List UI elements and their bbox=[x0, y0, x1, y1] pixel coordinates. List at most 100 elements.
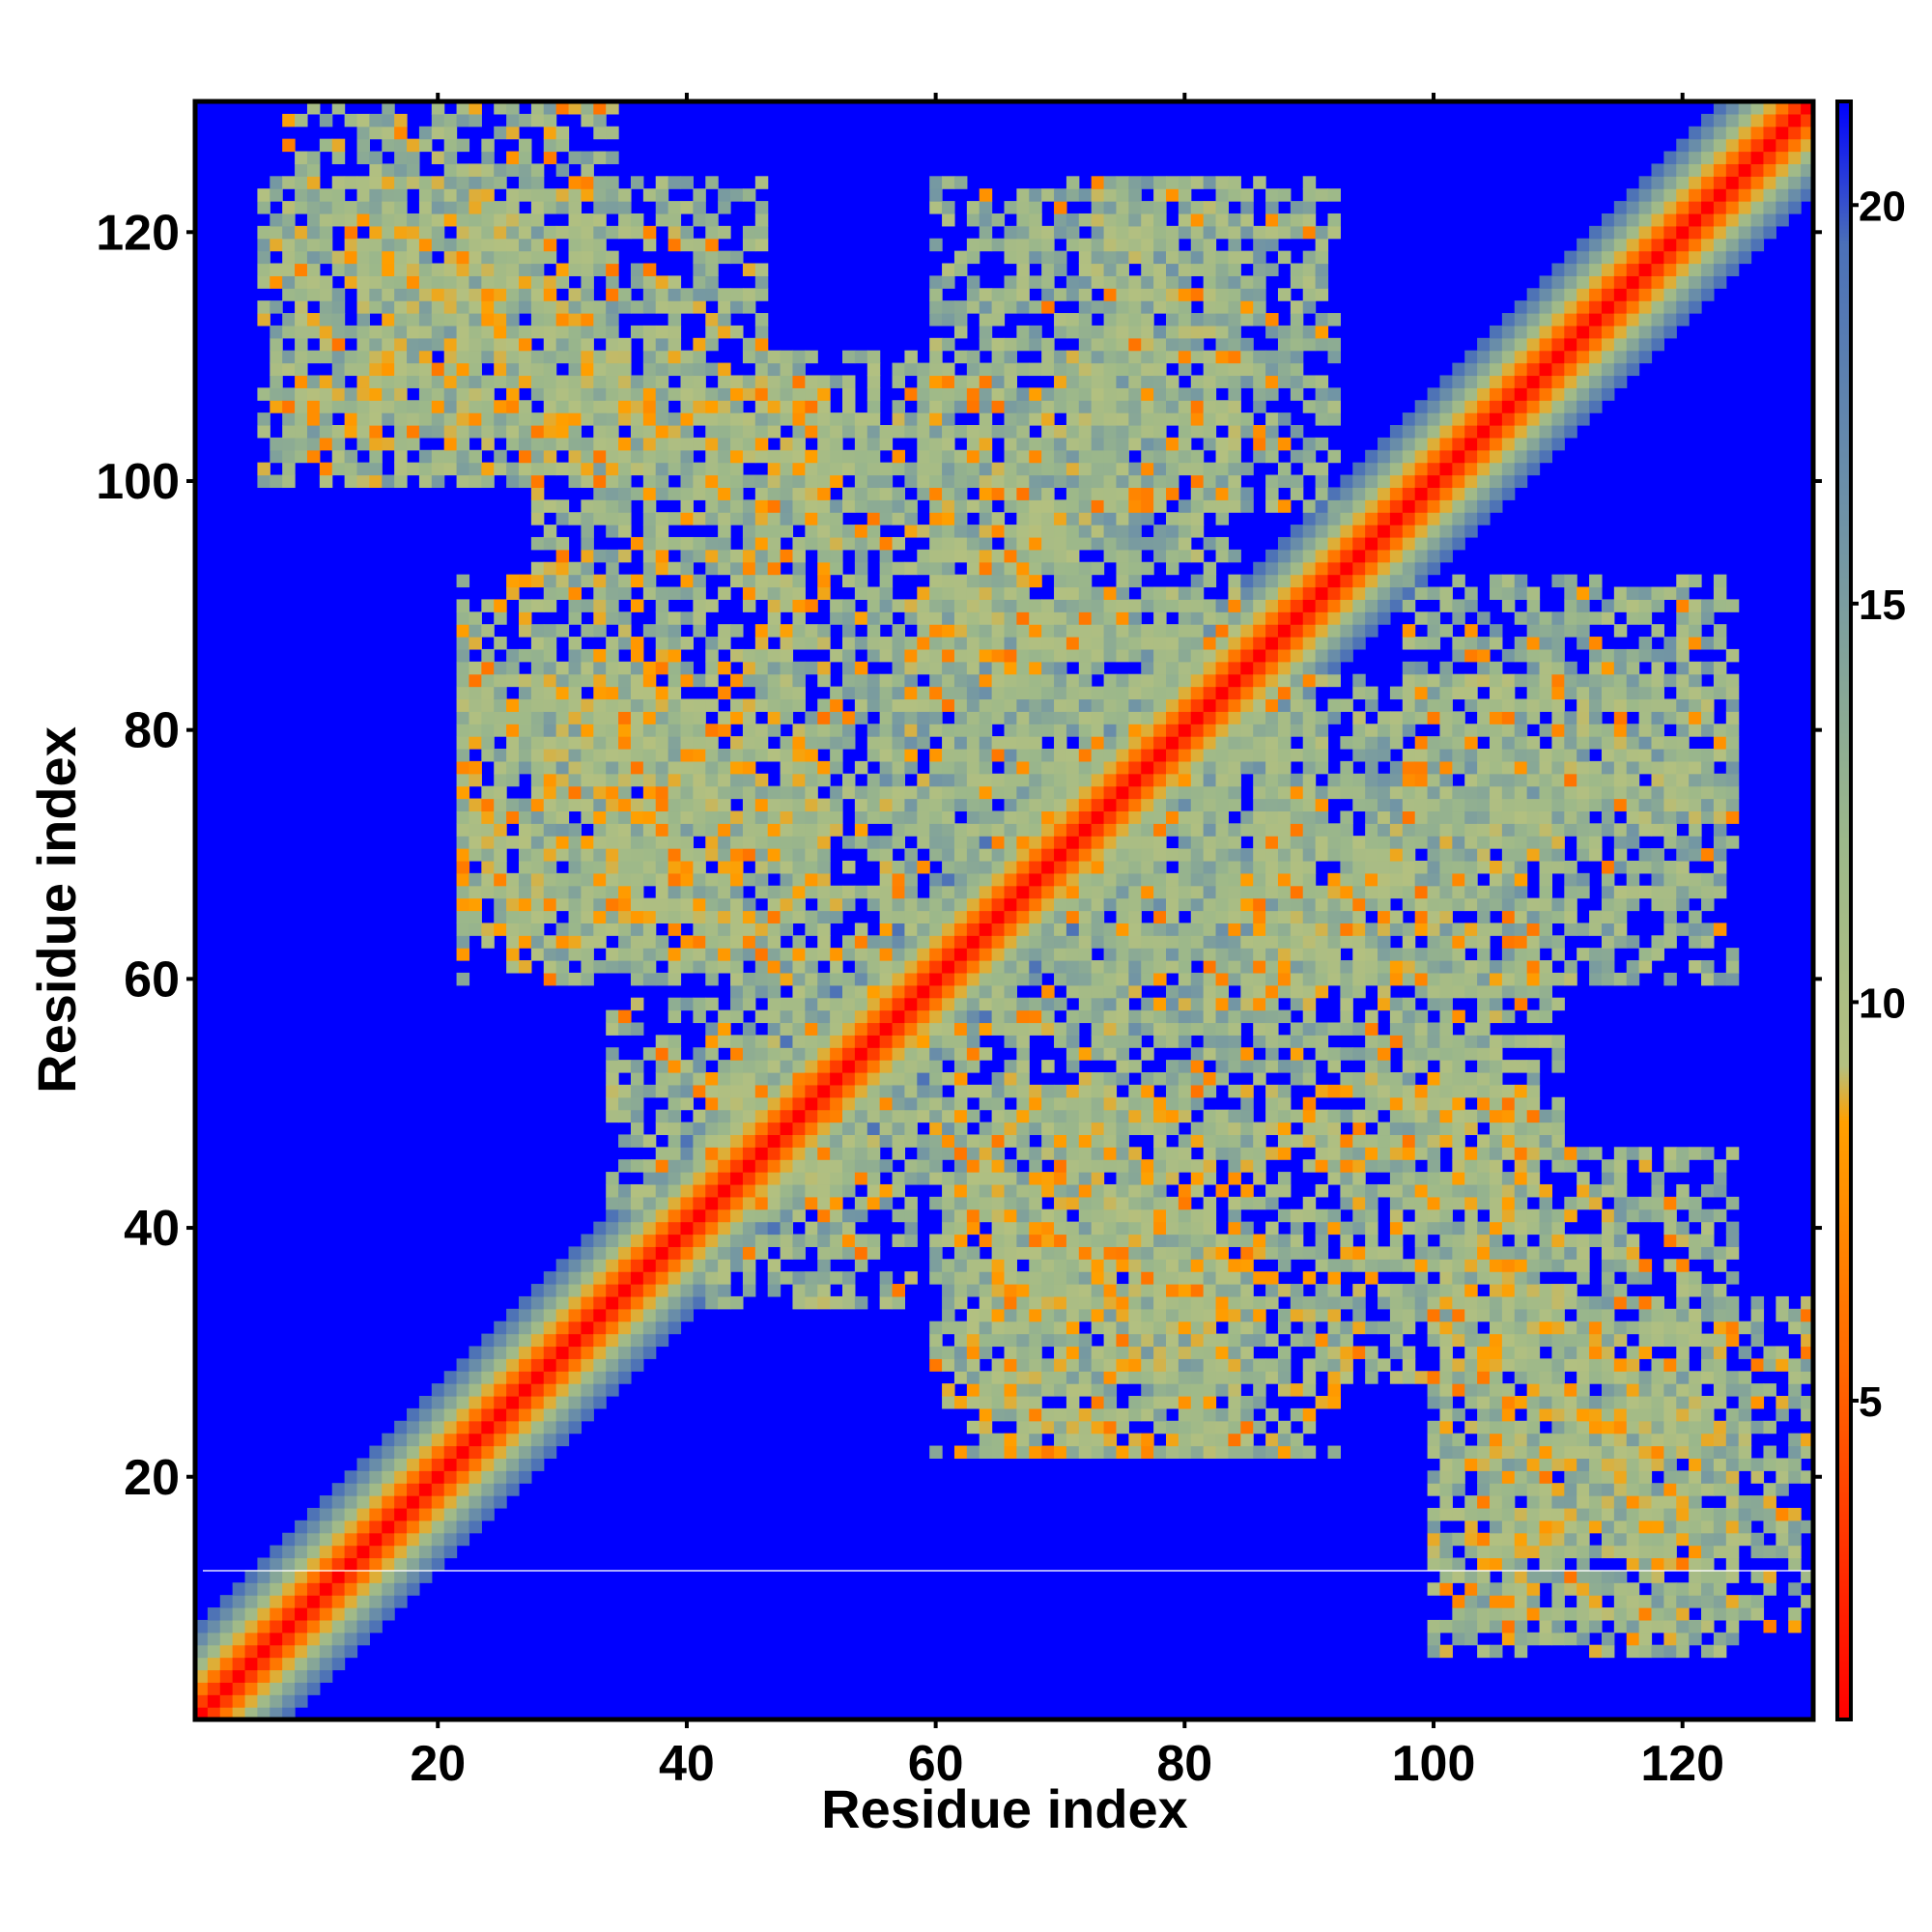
heatmap-cell bbox=[830, 948, 843, 961]
heatmap-cell bbox=[606, 823, 619, 837]
heatmap-cell bbox=[1078, 1109, 1093, 1123]
heatmap-cell bbox=[282, 1582, 296, 1596]
heatmap-cell bbox=[593, 176, 607, 189]
heatmap-cell bbox=[581, 1407, 594, 1422]
heatmap-cell bbox=[618, 1084, 632, 1098]
heatmap-cell bbox=[506, 673, 520, 688]
heatmap-cell bbox=[1029, 1259, 1042, 1272]
heatmap-cell bbox=[1078, 997, 1093, 1011]
heatmap-cell bbox=[530, 387, 545, 401]
heatmap-cell bbox=[1016, 935, 1030, 949]
heatmap-cell bbox=[892, 425, 906, 439]
heatmap-cell bbox=[917, 362, 930, 377]
heatmap-cell bbox=[780, 362, 794, 377]
heatmap-cell bbox=[382, 1570, 395, 1583]
heatmap-cell bbox=[693, 823, 706, 837]
heatmap-cell bbox=[942, 300, 955, 314]
heatmap-cell bbox=[1128, 1246, 1142, 1260]
heatmap-cell bbox=[1078, 350, 1093, 364]
heatmap-cell bbox=[892, 400, 906, 413]
heatmap-cell bbox=[331, 1582, 346, 1596]
heatmap-cell bbox=[195, 1657, 209, 1671]
heatmap-cell bbox=[1091, 798, 1105, 812]
heatmap-cell bbox=[1065, 474, 1080, 489]
heatmap-cell bbox=[606, 313, 619, 327]
heatmap-cell bbox=[780, 648, 794, 663]
heatmap-cell bbox=[1029, 798, 1042, 812]
heatmap-cell bbox=[618, 1246, 632, 1260]
heatmap-cell bbox=[879, 686, 894, 700]
heatmap-cell bbox=[1054, 1433, 1067, 1447]
heatmap-cell bbox=[991, 885, 1006, 899]
heatmap-cell bbox=[456, 798, 470, 812]
heatmap-cell bbox=[382, 1582, 395, 1596]
heatmap-cell bbox=[606, 1183, 619, 1198]
heatmap-cell bbox=[730, 188, 744, 202]
heatmap-cell bbox=[1054, 425, 1067, 439]
heatmap-cell bbox=[519, 1445, 532, 1460]
heatmap-cell bbox=[705, 225, 719, 240]
heatmap-cell bbox=[929, 1084, 943, 1098]
heatmap-cell bbox=[966, 1333, 980, 1348]
heatmap-cell bbox=[1091, 972, 1105, 986]
heatmap-cell bbox=[443, 1495, 458, 1509]
heatmap-cell bbox=[232, 1607, 246, 1621]
heatmap-cell bbox=[344, 400, 358, 413]
heatmap-cell bbox=[979, 425, 993, 439]
heatmap-cell bbox=[942, 910, 955, 923]
heatmap-cell bbox=[1153, 536, 1167, 551]
heatmap-cell bbox=[693, 749, 706, 762]
heatmap-cell bbox=[481, 400, 495, 413]
heatmap-cell bbox=[1016, 785, 1030, 800]
heatmap-cell bbox=[606, 749, 619, 762]
heatmap-cell bbox=[469, 474, 482, 489]
heatmap-cell bbox=[555, 225, 570, 240]
heatmap-cell bbox=[295, 201, 308, 214]
heatmap-cell bbox=[543, 126, 557, 140]
heatmap-cell bbox=[1141, 449, 1154, 464]
heatmap-cell bbox=[642, 561, 657, 576]
heatmap-cell bbox=[867, 948, 881, 961]
heatmap-cell bbox=[431, 1507, 445, 1521]
heatmap-cell bbox=[991, 810, 1006, 824]
heatmap-cell bbox=[942, 1183, 955, 1198]
heatmap-cell bbox=[543, 225, 557, 240]
heatmap-cell bbox=[754, 225, 769, 240]
heatmap-cell bbox=[1153, 1147, 1167, 1160]
heatmap-cell bbox=[530, 574, 545, 588]
heatmap-cell bbox=[1103, 288, 1118, 301]
heatmap-cell bbox=[904, 810, 918, 824]
heatmap-cell bbox=[668, 749, 682, 762]
heatmap-cell bbox=[953, 1358, 968, 1372]
heatmap-cell bbox=[904, 760, 918, 775]
heatmap-cell bbox=[805, 1159, 818, 1173]
heatmap-cell bbox=[469, 661, 482, 675]
heatmap-cell bbox=[319, 1595, 333, 1608]
heatmap-cell bbox=[469, 760, 482, 775]
heatmap-cell bbox=[730, 250, 744, 265]
heatmap-cell bbox=[1116, 387, 1129, 401]
heatmap-cell bbox=[1128, 1060, 1142, 1073]
heatmap-cell bbox=[382, 362, 395, 377]
heatmap-cell bbox=[767, 425, 781, 439]
heatmap-cell bbox=[1029, 387, 1042, 401]
heatmap-cell bbox=[431, 213, 445, 227]
heatmap-cell bbox=[618, 525, 632, 538]
heatmap-cell bbox=[469, 872, 482, 887]
heatmap-cell bbox=[742, 836, 756, 849]
heatmap-cell bbox=[319, 238, 333, 252]
heatmap-cell bbox=[693, 773, 706, 787]
heatmap-cell bbox=[892, 960, 906, 974]
heatmap-cell bbox=[456, 574, 470, 588]
heatmap-cell bbox=[1091, 1183, 1105, 1198]
heatmap-cell bbox=[953, 1047, 968, 1061]
heatmap-cell bbox=[842, 574, 856, 588]
heatmap-cell bbox=[842, 525, 856, 538]
heatmap-cell bbox=[1091, 1009, 1105, 1024]
heatmap-cell bbox=[481, 275, 495, 289]
heatmap-cell bbox=[668, 1035, 682, 1048]
heatmap-cell bbox=[630, 897, 644, 912]
heatmap-cell bbox=[792, 561, 806, 576]
heatmap-cell bbox=[1029, 1420, 1042, 1435]
heatmap-cell bbox=[693, 673, 706, 688]
